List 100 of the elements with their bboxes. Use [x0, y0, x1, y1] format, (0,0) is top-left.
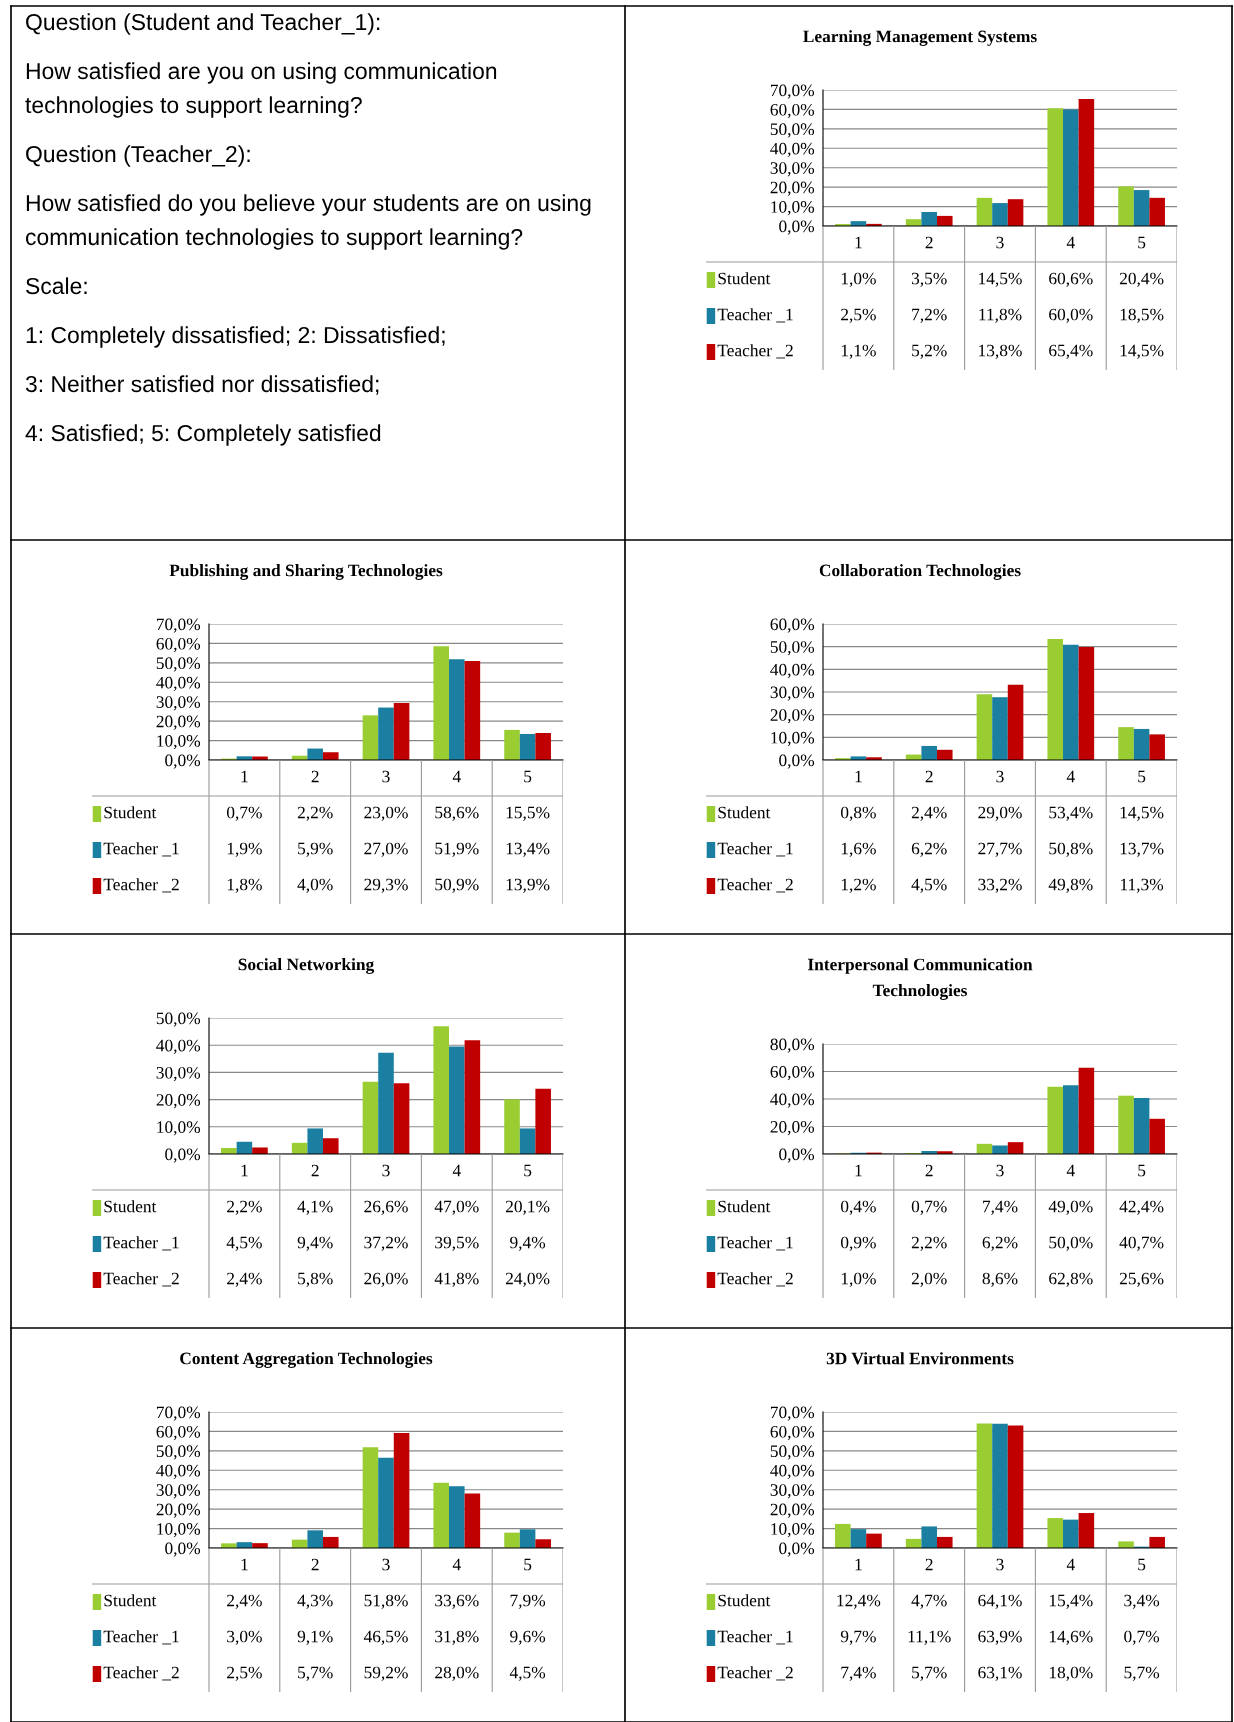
x-tick-label: 5: [1138, 770, 1146, 783]
data-label: 49,0%: [1048, 1200, 1093, 1215]
x-tick-label: 5: [524, 1558, 532, 1571]
data-label: 2,4%: [911, 806, 947, 821]
data-label: 4,1%: [297, 1200, 333, 1215]
data-label: 0,7%: [226, 806, 262, 821]
x-tick-label: 1: [855, 1164, 862, 1177]
y-tick-label: 0,0%: [779, 754, 815, 769]
data-label: 1,6%: [841, 842, 876, 857]
data-label: 6,2%: [911, 842, 947, 857]
legend-label: Teacher _2: [717, 878, 793, 893]
y-tick-label: 70,0%: [156, 1406, 201, 1421]
data-label: 0,4%: [840, 1200, 876, 1215]
chart-title: Publishing and Sharing Technologies: [169, 564, 443, 580]
y-tick-label: 10,0%: [771, 731, 815, 747]
text: Question (Student and Teacher_1):: [26, 13, 380, 35]
legend-label: Student: [104, 1200, 157, 1213]
y-tick-label: 0,0%: [779, 1148, 815, 1163]
y-tick-label: 40,0%: [156, 1464, 201, 1479]
data-label: 2,5%: [227, 1666, 262, 1681]
data-label: 1,8%: [227, 878, 262, 893]
text: 3: Neither satisfied nor dissatisfied;: [25, 375, 379, 395]
x-tick-label: 1: [855, 1558, 862, 1571]
data-label: 50,8%: [1049, 842, 1093, 857]
legend-label: Student: [104, 806, 157, 819]
data-label: 1,0%: [841, 272, 876, 287]
y-tick-label: 40,0%: [770, 1464, 815, 1479]
legend-label: Teacher _2: [717, 344, 793, 359]
y-tick-label: 60,0%: [770, 1065, 815, 1081]
data-label: 4,5%: [509, 1666, 546, 1681]
legend-label: Teacher _1: [717, 308, 793, 323]
y-tick-label: 40,0%: [770, 663, 815, 679]
x-tick-label: 3: [996, 1558, 1004, 1571]
data-label: 5,7%: [298, 1666, 333, 1681]
x-tick-label: 4: [452, 1558, 461, 1571]
data-label: 29,0%: [978, 806, 1022, 821]
data-label: 5,9%: [298, 842, 333, 857]
chart-title: Social Networking: [238, 958, 375, 974]
y-tick-label: 80,0%: [770, 1038, 815, 1053]
y-tick-label: 0,0%: [779, 1542, 815, 1557]
data-label: 29,3%: [364, 878, 408, 893]
data-label: 0,7%: [911, 1200, 947, 1215]
x-tick-label: 2: [311, 770, 319, 783]
y-tick-label: 50,0%: [770, 123, 815, 138]
data-label: 18,5%: [1120, 308, 1164, 323]
x-tick-label: 3: [996, 1164, 1004, 1177]
y-tick-label: 20,0%: [770, 709, 815, 724]
x-tick-label: 2: [311, 1164, 319, 1177]
y-tick-label: 10,0%: [157, 1121, 201, 1136]
data-label: 2,5%: [841, 308, 876, 323]
data-label: 47,0%: [434, 1200, 479, 1215]
x-tick-label: 4: [1066, 236, 1075, 249]
data-label: 28,0%: [435, 1666, 479, 1681]
chart-title: Collaboration Technologies: [819, 564, 1021, 580]
data-label: 8,6%: [982, 1272, 1018, 1287]
data-label: 4,5%: [226, 1236, 262, 1251]
data-label: 59,2%: [364, 1666, 408, 1681]
data-label: 9,6%: [510, 1630, 546, 1645]
data-label: 9,7%: [840, 1630, 876, 1645]
data-label: 0,9%: [840, 1236, 876, 1251]
data-label: 51,8%: [364, 1594, 408, 1609]
y-tick-label: 30,0%: [770, 1484, 815, 1499]
data-label: 6,2%: [982, 1236, 1018, 1251]
x-tick-label: 5: [1138, 1558, 1146, 1571]
data-label: 31,8%: [435, 1630, 479, 1645]
legend-label: Teacher _1: [717, 842, 793, 857]
data-label: 41,8%: [434, 1272, 479, 1287]
y-tick-label: 10,0%: [771, 1523, 815, 1538]
data-label: 7,2%: [912, 308, 947, 323]
data-label: 9,4%: [510, 1236, 546, 1251]
legend-label: Teacher _1: [717, 1236, 793, 1251]
text: Scale:: [26, 277, 87, 295]
text: How satisfied are you on using communication technologies to support learning?: [25, 62, 497, 118]
x-tick-label: 2: [311, 1558, 319, 1571]
data-label: 65,4%: [1049, 344, 1093, 359]
data-label: 51,9%: [435, 842, 479, 857]
y-tick-label: 50,0%: [156, 1012, 201, 1027]
y-tick-label: 0,0%: [165, 754, 201, 769]
y-tick-label: 40,0%: [156, 1039, 201, 1054]
legend-label: Student: [718, 272, 771, 285]
y-tick-label: 10,0%: [771, 201, 815, 216]
data-label: 18,0%: [1049, 1666, 1093, 1681]
x-tick-label: 1: [241, 1164, 248, 1177]
data-label: 26,6%: [364, 1200, 408, 1215]
legend-label: Teacher _2: [103, 1666, 179, 1681]
data-label: 0,7%: [1124, 1630, 1160, 1645]
data-label: 5,8%: [298, 1272, 333, 1287]
data-label: 63,9%: [978, 1630, 1022, 1645]
data-label: 60,6%: [1049, 272, 1093, 287]
data-label: 26,0%: [364, 1272, 408, 1287]
x-tick-label: 2: [925, 1164, 933, 1177]
data-label: 7,9%: [510, 1594, 546, 1609]
data-label: 2,4%: [227, 1272, 262, 1287]
y-tick-label: 50,0%: [156, 657, 201, 672]
data-label: 11,1%: [908, 1630, 951, 1645]
data-label: 14,5%: [1120, 344, 1164, 359]
legend-label: Teacher _1: [103, 1630, 179, 1645]
y-tick-label: 60,0%: [156, 637, 201, 653]
x-tick-label: 5: [524, 770, 532, 783]
data-label: 2,2%: [911, 1236, 947, 1251]
